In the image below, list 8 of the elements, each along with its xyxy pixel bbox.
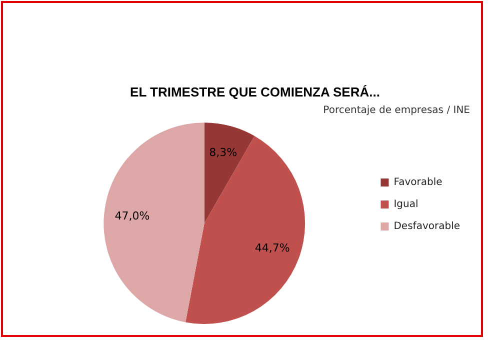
legend-label: Desfavorable xyxy=(394,221,460,232)
data-label: 44,7% xyxy=(254,241,290,254)
legend-label: Favorable xyxy=(394,177,442,188)
data-label: 8,3% xyxy=(209,146,238,160)
chart-subtitle: Porcentaje de empresas / INE xyxy=(323,105,470,116)
data-label: 47,0% xyxy=(114,209,150,222)
chart-title: EL TRIMESTRE QUE COMIENZA SERÁ... xyxy=(130,84,380,100)
legend-label: Igual xyxy=(394,199,418,210)
